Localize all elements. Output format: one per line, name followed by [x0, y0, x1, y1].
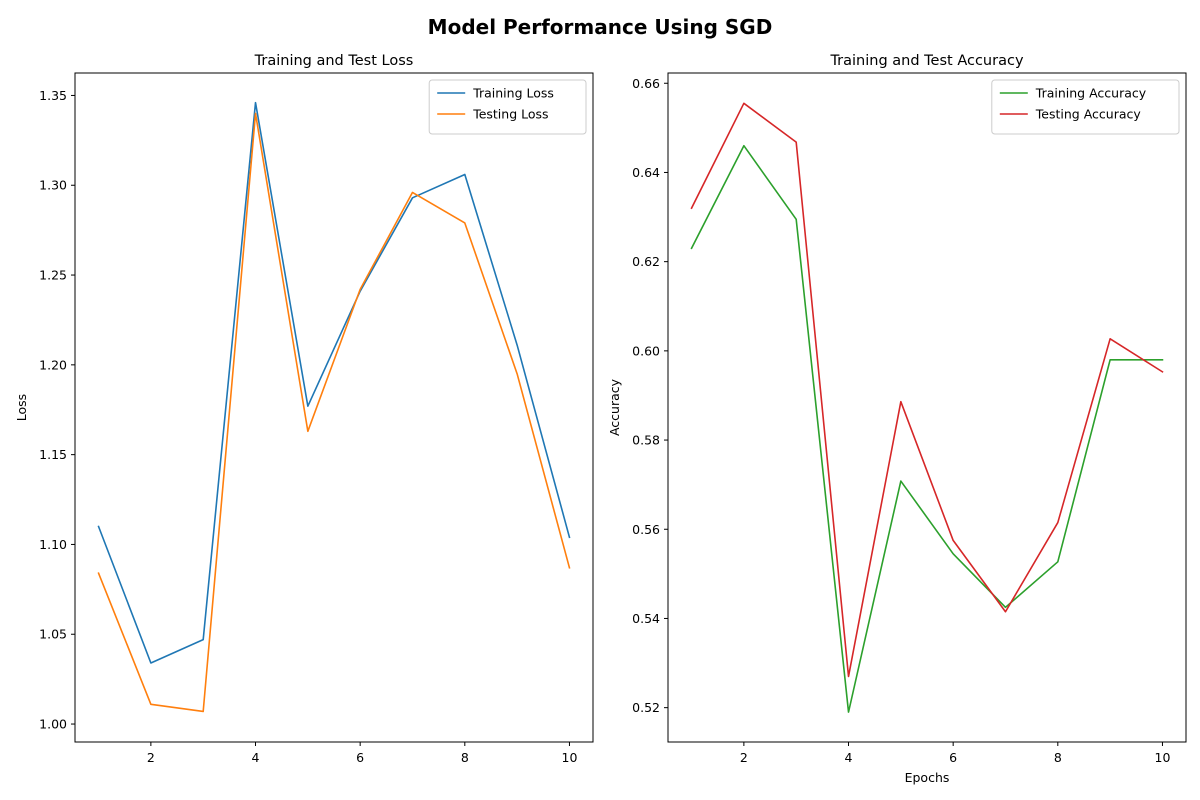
loss-x-tick-label: 10: [562, 750, 578, 765]
accuracy-legend-box: [991, 79, 1180, 135]
accuracy-y-tick-label: 0.56: [632, 522, 660, 537]
accuracy-x-tick-label: 4: [845, 750, 853, 765]
loss-y-tick-label: 1.35: [39, 88, 67, 103]
accuracy-y-axis-label: Accuracy: [607, 378, 622, 436]
accuracy-legend: Training Accuracy Testing Accuracy: [991, 79, 1180, 135]
accuracy-x-tick-label: 8: [1054, 750, 1062, 765]
loss-legend-box: [428, 79, 587, 135]
accuracy-series-line-training-accuracy: [690, 144, 1164, 713]
loss-y-tick-label: 1.05: [39, 627, 67, 642]
loss-y-tick-label: 1.00: [39, 717, 67, 732]
accuracy-y-tick-label: 0.66: [632, 76, 660, 91]
figure-title: Model Performance Using SGD: [428, 15, 773, 39]
loss-series-line-testing-loss: [97, 112, 571, 713]
loss-y-tick-label: 1.15: [39, 447, 67, 462]
accuracy-legend-label: Training Accuracy: [1035, 86, 1147, 101]
loss-chart-panel: Training and Test Loss 2 4 6 8 10 1.00 1.05 1.10…: [14, 53, 594, 765]
accuracy-series-line-testing-accuracy: [690, 102, 1164, 678]
loss-legend-label: Testing Loss: [472, 107, 548, 122]
loss-chart-title: Training and Test Loss: [254, 53, 414, 69]
loss-x-tick-label: 8: [461, 750, 469, 765]
loss-series-line-training-loss: [97, 101, 571, 664]
accuracy-y-tick-label: 0.60: [632, 343, 660, 358]
accuracy-axes-frame: [667, 72, 1187, 743]
accuracy-legend-label: Testing Accuracy: [1035, 107, 1142, 122]
loss-x-tick-label: 4: [252, 750, 260, 765]
accuracy-x-axis-label: Epochs: [905, 770, 950, 785]
loss-y-tick-label: 1.20: [39, 357, 67, 372]
loss-y-axis-label: Loss: [14, 394, 29, 421]
loss-y-tick-label: 1.25: [39, 268, 67, 283]
accuracy-y-tick-label: 0.52: [632, 700, 660, 715]
accuracy-x-tick-label: 2: [740, 750, 748, 765]
loss-y-tick-label: 1.10: [39, 537, 67, 552]
accuracy-x-tick-label: 10: [1155, 750, 1171, 765]
accuracy-chart-title: Training and Test Accuracy: [829, 53, 1023, 69]
accuracy-y-tick-label: 0.54: [632, 611, 660, 626]
accuracy-y-tick-label: 0.58: [632, 433, 660, 448]
loss-axes-frame: [74, 72, 594, 743]
accuracy-y-tick-label: 0.64: [632, 165, 660, 180]
loss-y-tick-label: 1.30: [39, 178, 67, 193]
accuracy-y-tick-label: 0.62: [632, 254, 660, 269]
accuracy-x-tick-label: 6: [949, 750, 957, 765]
loss-legend-label: Training Loss: [472, 86, 554, 101]
loss-x-tick-label: 6: [356, 750, 364, 765]
accuracy-chart-panel: Training and Test Accuracy 2 4 6 8 10 0.52 0.54…: [607, 53, 1187, 785]
loss-x-tick-label: 2: [147, 750, 155, 765]
loss-legend: Training Loss Testing Loss: [428, 79, 587, 135]
